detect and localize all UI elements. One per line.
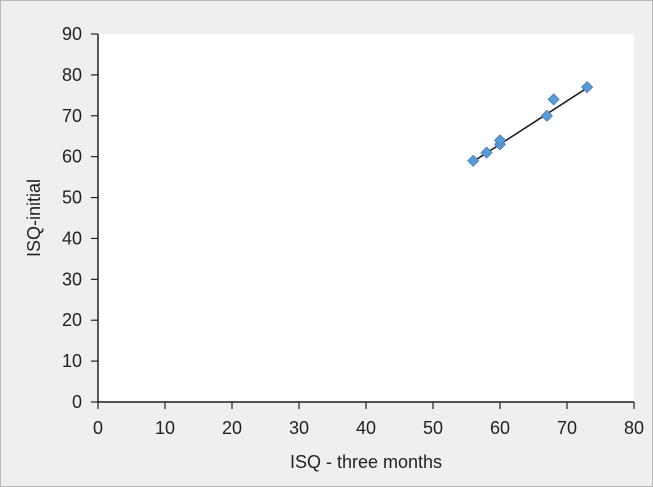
- y-tick-label: 10: [62, 351, 82, 371]
- data-point: [547, 93, 560, 106]
- x-tick-label: 80: [624, 418, 644, 438]
- y-tick-label: 30: [62, 269, 82, 289]
- x-tick-label: 10: [155, 418, 175, 438]
- x-tick-label: 50: [423, 418, 443, 438]
- data-point: [493, 134, 507, 147]
- x-tick-label: 70: [557, 418, 577, 438]
- trendline: [472, 87, 588, 163]
- plot-area: [98, 34, 634, 402]
- data-point: [581, 81, 594, 94]
- y-tick-label: 70: [62, 106, 82, 126]
- y-tick-label: 50: [62, 188, 82, 208]
- data-point: [480, 146, 493, 159]
- y-axis-title: ISQ-initial: [24, 179, 44, 257]
- x-tick-label: 30: [289, 418, 309, 438]
- data-points: [467, 81, 594, 167]
- y-tick-label: 90: [62, 24, 82, 44]
- axis-ticks: 0 10 20 30 40 50 60 70 80 0 10 20 30 40 50 60 70 80 90: [62, 24, 644, 438]
- x-tick-label: 0: [93, 418, 103, 438]
- y-tick-label: 40: [62, 228, 82, 248]
- y-tick-label: 0: [72, 392, 82, 412]
- y-tick-label: 60: [62, 147, 82, 167]
- x-tick-label: 20: [222, 418, 242, 438]
- trendline-group: [472, 87, 588, 163]
- x-tick-label: 60: [490, 418, 510, 438]
- x-tick-label: 40: [356, 418, 376, 438]
- y-tick-label: 80: [62, 65, 82, 85]
- data-point: [540, 109, 553, 122]
- x-axis-title: ISQ - three months: [290, 452, 442, 472]
- y-tick-label: 20: [62, 310, 82, 330]
- data-point: [467, 154, 480, 167]
